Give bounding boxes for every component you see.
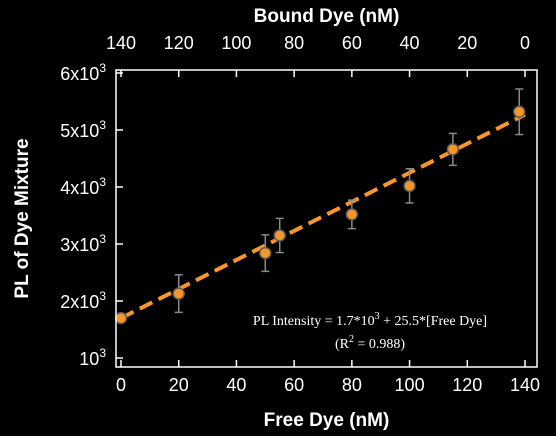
y-tick-exponent: 3 (99, 118, 106, 132)
r-squared-exponent: 2 (349, 334, 354, 345)
y-tick-mantissa: 2x10 (60, 292, 99, 312)
y-tick-label: 103 (79, 346, 106, 369)
top-tick-label: 20 (457, 33, 477, 53)
data-points (114, 88, 526, 325)
x-tick-label: 140 (510, 375, 540, 395)
top-tick-label: 140 (106, 33, 136, 53)
fit-line (120, 112, 526, 320)
point-marker (446, 143, 460, 156)
y-tick-label: 6x103 (60, 61, 106, 84)
y-tick-exponent: 3 (99, 346, 106, 360)
top-tick-label: 100 (221, 33, 251, 53)
x-axis-label: Free Dye (nM) (264, 410, 390, 431)
y-tick-mantissa: 4x10 (60, 178, 99, 198)
point-marker (259, 246, 272, 260)
x-tick-label: 120 (452, 375, 482, 395)
y-tick-mantissa: 5x10 (60, 121, 99, 141)
x-tick-label: 20 (169, 375, 189, 395)
point-marker (172, 287, 185, 300)
data-point (446, 132, 460, 167)
data-point (345, 199, 359, 230)
y-tick-mantissa: 6x10 (60, 64, 99, 84)
fit-equation-rest: + 25.5*[Free Dye] (380, 314, 487, 329)
fit-equation-exponent: 3 (375, 311, 380, 322)
top-tick-label: 60 (342, 33, 362, 53)
top-axis-ticks: 140 120 100 80 60 40 20 0 (106, 33, 530, 77)
y-tick-label: 5x103 (60, 118, 106, 141)
point-marker (345, 208, 359, 221)
top-tick-label: 0 (520, 33, 530, 53)
r-squared-main: (R (335, 337, 350, 352)
point-marker (403, 179, 416, 193)
y-tick-exponent: 3 (99, 175, 106, 189)
r-squared-rest: = 0.988) (354, 337, 405, 352)
x-tick-label: 40 (226, 375, 246, 395)
point-marker (273, 229, 286, 242)
y-tick-exponent: 3 (99, 289, 106, 303)
data-point (512, 88, 526, 136)
y-tick-mantissa: 10 (79, 349, 99, 369)
data-point (259, 234, 272, 273)
x-axis-ticks: 0 20 40 60 80 100 120 140 (116, 360, 540, 395)
data-point (114, 311, 128, 325)
x-tick-label: 100 (395, 375, 425, 395)
y-tick-mantissa: 3x10 (60, 235, 99, 255)
plot-frame (115, 69, 538, 368)
r-squared-label: (R2 = 0.988) (335, 334, 405, 352)
top-tick-label: 80 (284, 33, 304, 53)
top-axis-label: Bound Dye (nM) (254, 6, 400, 27)
point-marker (512, 105, 526, 119)
fit-equation: PL Intensity = 1.7*103 + 25.5*[Free Dye] (253, 311, 487, 329)
data-point (403, 168, 416, 204)
top-tick-label: 40 (400, 33, 420, 53)
y-tick-exponent: 3 (99, 232, 106, 246)
x-tick-label: 0 (116, 375, 126, 395)
top-tick-label: 120 (164, 33, 194, 53)
y-tick-label: 2x103 (60, 289, 106, 312)
data-point (172, 274, 185, 314)
y-tick-exponent: 3 (99, 61, 106, 75)
y-tick-label: 3x103 (60, 232, 106, 255)
y-tick-label: 4x103 (60, 175, 106, 198)
data-point (273, 217, 286, 254)
x-tick-label: 80 (342, 375, 362, 395)
y-axis-label: PL of Dye Mixture (12, 138, 33, 298)
point-marker (114, 311, 128, 325)
fit-equation-main: PL Intensity = 1.7*10 (253, 314, 375, 329)
x-tick-label: 60 (284, 375, 304, 395)
